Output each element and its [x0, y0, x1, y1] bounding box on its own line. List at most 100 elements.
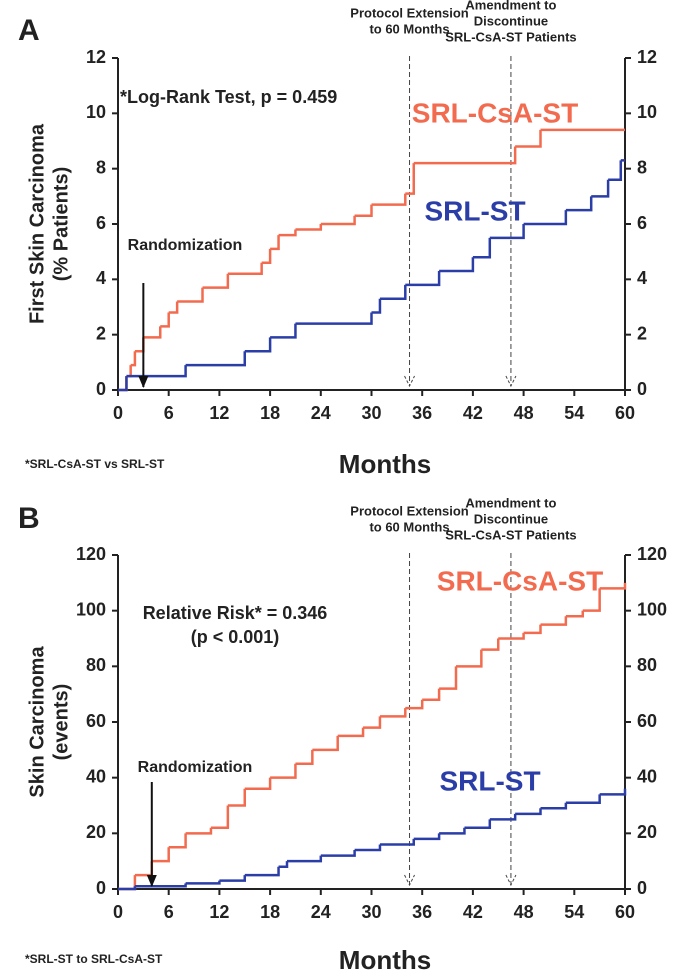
y-tick-label: 2	[96, 323, 106, 343]
y-tick-label: 100	[76, 599, 106, 619]
x-tick-label: 48	[514, 403, 534, 423]
y2-tick-label: 12	[637, 47, 657, 67]
y2-tick-label: 2	[637, 323, 647, 343]
step-segment	[320, 850, 356, 857]
y-tick-label: 20	[86, 822, 106, 842]
x-tick-label: 6	[164, 403, 174, 423]
stat-note: (p < 0.001)	[191, 627, 280, 647]
series-label: SRL-CsA-ST	[412, 97, 578, 128]
step-segment	[515, 129, 542, 148]
reference-arrowhead	[505, 874, 517, 887]
step-segment	[185, 351, 246, 367]
step-segment	[210, 805, 230, 830]
reference-label: Amendment to	[465, 0, 556, 12]
x-tick-label: 24	[311, 902, 331, 922]
y2-tick-label: 6	[637, 213, 647, 233]
y-tick-label: 80	[86, 655, 106, 675]
y2-tick-label: 10	[637, 102, 657, 122]
x-axis-label: Months	[339, 449, 431, 479]
step-segment	[489, 224, 525, 240]
step-segment	[371, 193, 407, 206]
step-segment	[363, 716, 382, 729]
step-segment	[565, 196, 593, 212]
x-tick-label: 48	[514, 902, 534, 922]
step-segment	[379, 838, 415, 846]
x-tick-label: 0	[113, 403, 123, 423]
step-segment	[413, 146, 517, 165]
step-segment	[405, 271, 441, 287]
x-tick-label: 30	[361, 902, 381, 922]
x-tick-label: 36	[412, 403, 432, 423]
x-tick-label: 30	[361, 403, 381, 423]
reference-label: Discontinue	[474, 13, 548, 28]
step-segment	[515, 808, 542, 816]
y2-tick-label: 60	[637, 711, 657, 731]
y2-tick-label: 100	[637, 599, 667, 619]
y-tick-label: 6	[96, 213, 106, 233]
y-tick-label: 4	[96, 268, 106, 288]
step-segment	[540, 802, 568, 810]
step-segment	[219, 875, 246, 882]
step-segment	[379, 708, 407, 718]
step-segment	[599, 582, 627, 590]
step-segment	[244, 866, 280, 877]
step-segment	[498, 632, 525, 640]
y-axis-label: (events)	[50, 684, 72, 761]
x-tick-label: 54	[564, 902, 584, 922]
step-segment	[439, 666, 458, 690]
step-segment	[126, 365, 187, 378]
x-tick-label: 18	[260, 403, 280, 423]
x-tick-label: 12	[209, 403, 229, 423]
randomization-label: Randomization	[128, 237, 243, 254]
step-segment	[599, 788, 627, 796]
x-tick-label: 12	[209, 902, 229, 922]
panel-label: A	[18, 14, 40, 47]
reference-label: Amendment to	[465, 495, 556, 510]
randomization-arrowhead	[146, 875, 157, 887]
step-segment	[320, 215, 356, 226]
step-segment	[227, 262, 263, 276]
step-segment	[130, 351, 137, 367]
x-tick-label: 60	[615, 902, 635, 922]
y-tick-label: 12	[86, 47, 106, 67]
series-label: SRL-CsA-ST	[437, 565, 603, 596]
step-segment	[464, 819, 492, 830]
step-segment	[270, 323, 297, 339]
step-segment	[134, 861, 154, 877]
reference-label: SRL-CsA-ST Patients	[445, 527, 576, 542]
randomization-arrowhead	[138, 376, 149, 388]
step-segment	[489, 813, 517, 821]
step-segment	[413, 833, 441, 841]
step-segment	[168, 833, 187, 849]
step-segment	[118, 376, 128, 392]
y2-tick-label: 40	[637, 766, 657, 786]
step-segment	[160, 312, 170, 328]
randomization-label: Randomization	[138, 759, 253, 776]
y-tick-label: 0	[96, 878, 106, 898]
step-segment	[565, 610, 584, 618]
reference-label: Protocol Extension	[350, 503, 469, 518]
x-tick-label: 54	[564, 403, 584, 423]
panel-label: B	[18, 502, 40, 535]
stat-note: Relative Risk* = 0.346	[143, 603, 328, 623]
y2-tick-label: 4	[637, 268, 647, 288]
step-segment	[371, 298, 382, 314]
step-segment	[261, 248, 272, 264]
step-segment	[582, 588, 601, 612]
x-tick-label: 36	[412, 902, 432, 922]
step-segment	[287, 855, 323, 863]
step-segment	[244, 777, 272, 791]
y2-tick-label: 0	[637, 379, 647, 399]
x-tick-label: 0	[113, 902, 123, 922]
step-segment	[312, 735, 339, 752]
step-segment	[337, 727, 365, 738]
step-segment	[278, 861, 289, 868]
y-axis-label: Skin Carcinoma	[26, 646, 48, 798]
reference-label: SRL-CsA-ST Patients	[445, 29, 576, 44]
step-segment	[565, 794, 601, 804]
x-tick-label: 42	[463, 902, 483, 922]
reference-arrowhead	[505, 375, 517, 388]
step-segment	[185, 880, 221, 885]
step-segment	[608, 160, 623, 181]
